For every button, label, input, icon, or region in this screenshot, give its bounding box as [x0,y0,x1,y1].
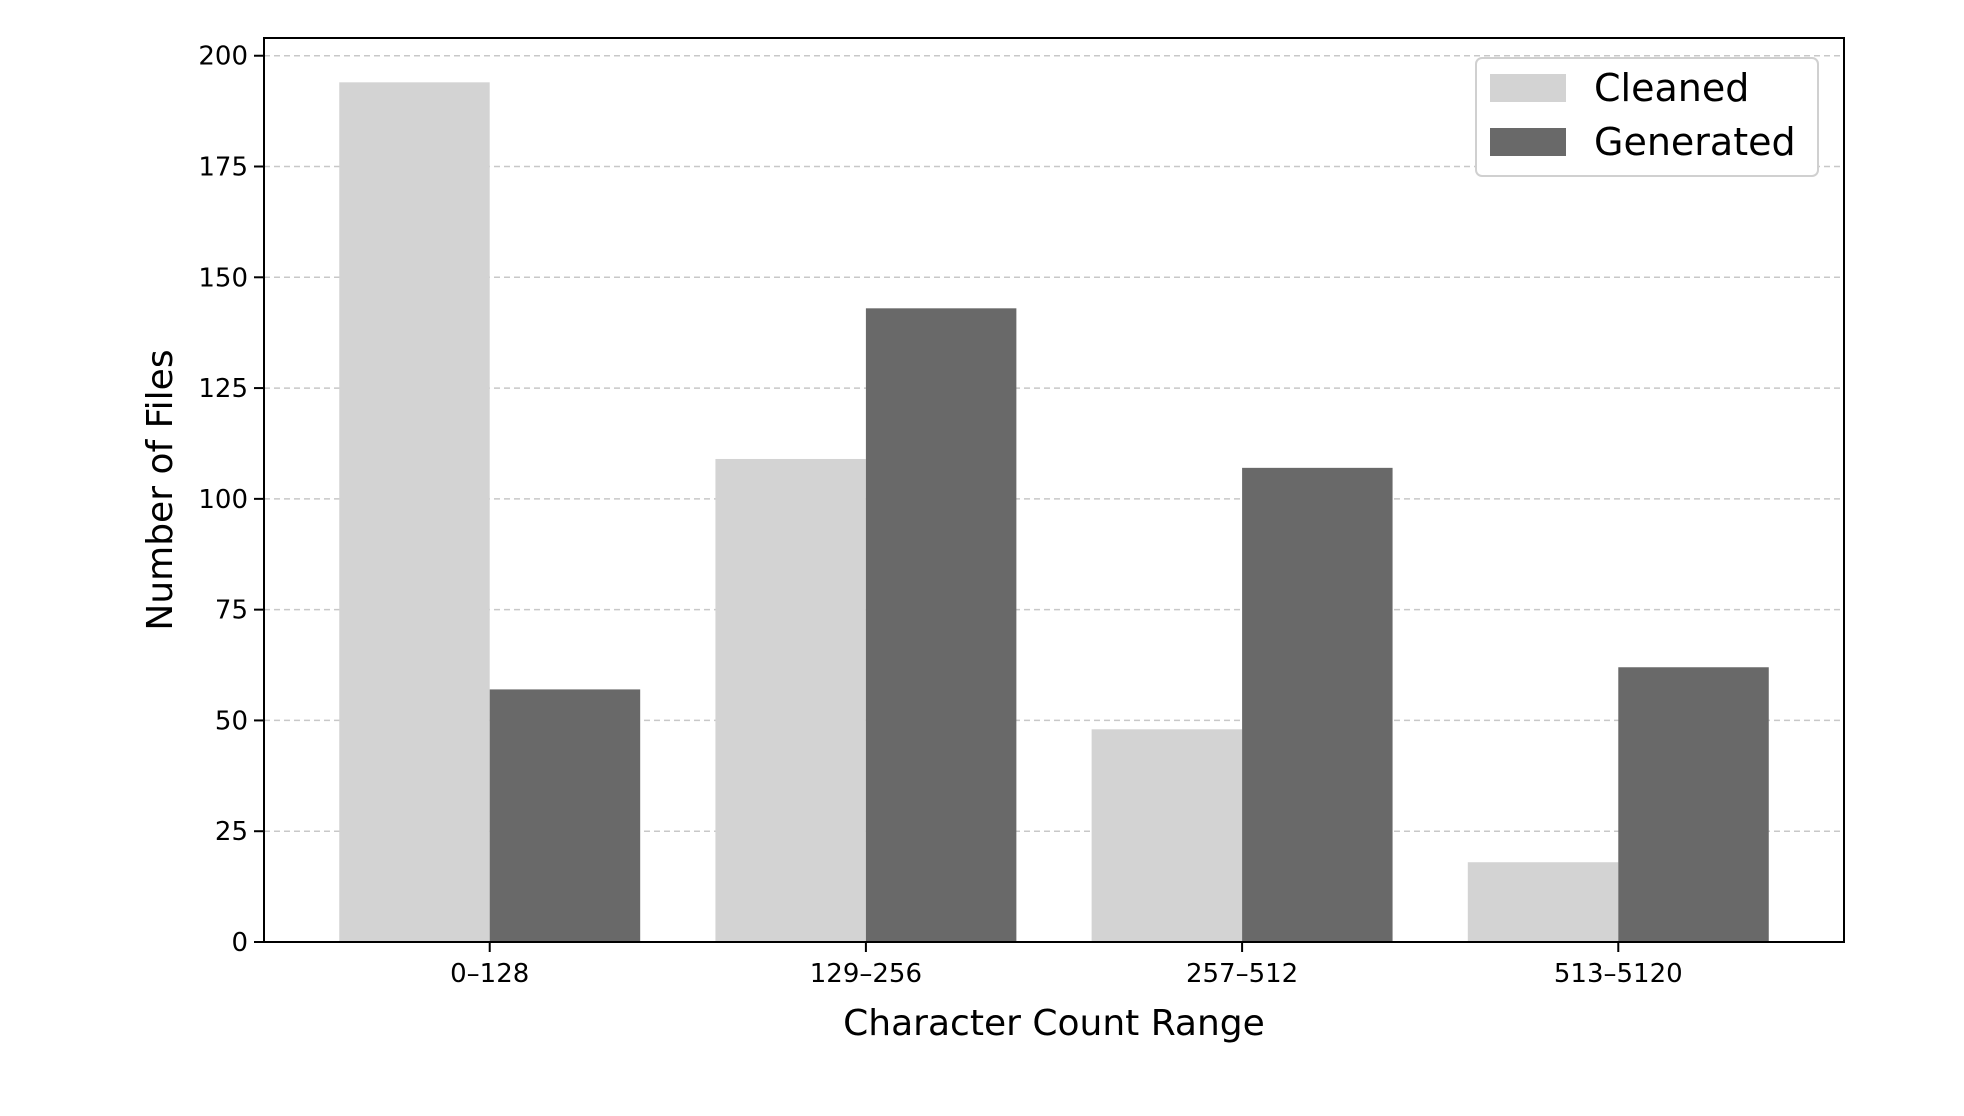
x-axis-label: Character Count Range [843,1003,1265,1044]
bar-generated-3 [1618,667,1769,942]
legend-label-generated: Generated [1594,120,1796,164]
bars [339,82,1769,943]
x-axis-ticks: 0–128 129–256 257–512 513–5120 [450,942,1683,989]
y-tick-label: 50 [215,706,248,736]
y-tick-label: 25 [215,817,248,847]
y-tick-label: 150 [198,263,248,293]
y-axis-ticks: 0 25 50 75 100 125 150 175 200 [198,42,264,958]
y-tick-label: 200 [198,42,248,72]
bar-generated-1 [865,308,1017,942]
y-axis-label: Number of Files [140,349,181,630]
bar-generated-0 [489,689,641,942]
y-tick-label: 100 [198,485,248,515]
bar-cleaned-2 [1091,729,1243,942]
bar-generated-2 [1242,467,1393,942]
bar-cleaned-0 [339,82,490,943]
plot-frame [263,37,1845,943]
bar-cleaned-1 [715,458,866,942]
x-tick-label: 257–512 [1186,959,1298,989]
y-tick-label: 75 [215,596,248,626]
x-tick-label: 513–5120 [1554,959,1683,989]
legend-label-cleaned: Cleaned [1594,66,1749,110]
y-tick-label: 0 [231,928,248,958]
y-tick-label: 125 [198,374,248,404]
x-tick-label: 129–256 [810,959,922,989]
bar-cleaned-3 [1467,862,1619,942]
x-tick-label: 0–128 [450,959,529,989]
legend: Cleaned Generated [1475,57,1819,177]
y-tick-label: 175 [198,153,248,183]
legend-swatch-generated [1490,128,1566,156]
legend-swatch-cleaned [1490,74,1566,102]
